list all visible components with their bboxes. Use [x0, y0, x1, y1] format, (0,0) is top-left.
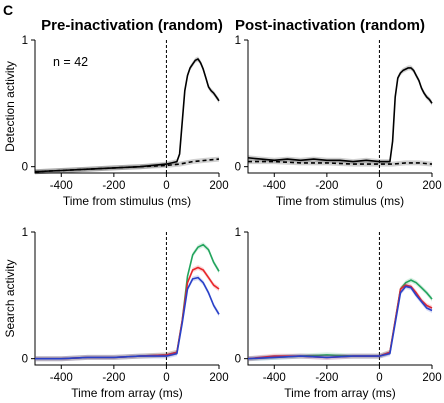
y-tick-label: 0 — [22, 162, 28, 174]
x-axis-label: Time from stimulus (ms) — [63, 194, 191, 208]
x-tick-label: 200 — [209, 180, 228, 192]
x-axis-label: Time from array (ms) — [284, 386, 396, 400]
y-axis-label: Search activity — [3, 259, 17, 337]
x-tick-label: -200 — [102, 180, 125, 192]
x-axis-label: Time from stimulus (ms) — [276, 194, 404, 208]
chart-panel-4: -400 -200 0 200 0 1 Time from array (ms) — [235, 227, 442, 400]
x-tick-label: 200 — [209, 372, 228, 384]
x-tick-label: -400 — [50, 372, 73, 384]
y-tick-label: 1 — [235, 227, 241, 239]
axes-frame — [34, 232, 219, 366]
x-tick-label: -200 — [315, 180, 338, 192]
y-tick-label: 0 — [235, 354, 241, 366]
x-tick-label: 200 — [422, 180, 441, 192]
y-tick-label: 0 — [22, 354, 28, 366]
series-line — [247, 279, 433, 360]
series-error-band — [35, 56, 219, 175]
series-error-band — [248, 282, 432, 362]
x-tick-label: -400 — [263, 372, 286, 384]
y-tick-label: 1 — [22, 227, 28, 239]
column-title-right: Post-inactivation (random) — [235, 17, 425, 34]
axes-frame — [34, 40, 219, 174]
series-line — [34, 58, 220, 173]
x-axis-label: Time from array (ms) — [71, 386, 183, 400]
series-error-band — [35, 156, 219, 175]
series-line — [34, 158, 220, 173]
x-tick-label: 0 — [163, 180, 169, 192]
y-axis-label: Detection activity — [3, 61, 17, 152]
panel-letter: C — [3, 2, 13, 18]
y-tick-label: 0 — [235, 162, 241, 174]
panels-group: -400 -200 0 200 0 1 Time from stimulus (ms) Det… — [3, 35, 442, 400]
chart-panel-2: -400 -200 0 200 0 1 Time from stimulus (ms) — [235, 35, 442, 208]
series-error-band — [248, 65, 432, 165]
y-tick-label: 1 — [235, 35, 241, 47]
x-tick-label: -200 — [102, 372, 125, 384]
column-title-left: Pre-inactivation (random) — [41, 17, 223, 34]
x-tick-label: 0 — [376, 180, 382, 192]
x-tick-label: -200 — [315, 372, 338, 384]
x-tick-label: -400 — [263, 180, 286, 192]
series-error-band — [35, 275, 219, 362]
axes-frame — [247, 40, 432, 174]
series-line — [35, 276, 220, 360]
axes-frame — [247, 232, 432, 366]
x-tick-label: 200 — [422, 372, 441, 384]
y-tick-label: 1 — [22, 35, 28, 47]
x-tick-label: 0 — [376, 372, 382, 384]
series-line — [247, 284, 433, 360]
series-line — [247, 285, 433, 360]
chart-panel-3: -400 -200 0 200 0 1 Time from array (ms) Search… — [3, 227, 229, 400]
chart-panel-1: -400 -200 0 200 0 1 Time from stimulus (ms) Det… — [3, 35, 229, 208]
n-annotation: n = 42 — [53, 55, 88, 69]
series-line — [35, 243, 220, 360]
series-error-band — [248, 284, 432, 362]
x-tick-label: -400 — [50, 180, 73, 192]
x-tick-label: 0 — [163, 372, 169, 384]
series-line — [248, 160, 433, 165]
series-line — [247, 67, 433, 163]
